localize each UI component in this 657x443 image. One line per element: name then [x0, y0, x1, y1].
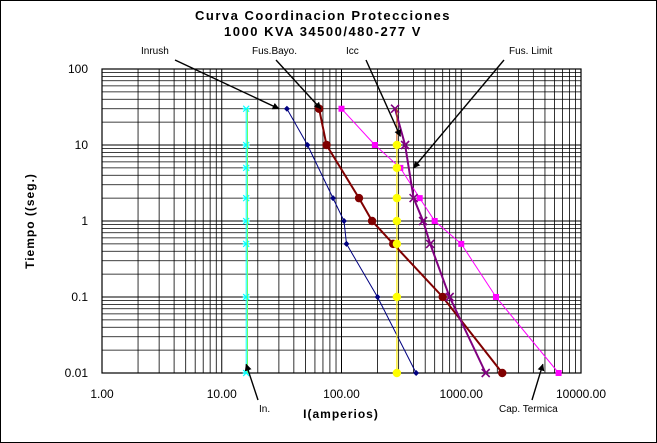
series-2 [338, 105, 562, 376]
data-point [242, 141, 250, 149]
annotation-label: Fus. Limit [509, 46, 553, 57]
series-3 [390, 104, 491, 378]
y-axis-ticks: 0.01 0.1 1 10 100 [65, 62, 89, 380]
x-tick-label: 1.00 [90, 387, 114, 401]
data-point [431, 218, 438, 224]
data-point [492, 294, 499, 300]
data-point [242, 240, 250, 248]
data-point [555, 370, 562, 376]
annotation-in: In. [244, 363, 270, 415]
data-point [413, 370, 420, 376]
data-point [322, 140, 331, 150]
data-point [392, 216, 402, 226]
annotation-arrow [174, 59, 280, 110]
annotation-label: In. [259, 404, 270, 415]
data-point [458, 240, 465, 247]
chart-subtitle: 1000 KVA 34500/480-277 V [224, 24, 422, 39]
x-tick-label: 10.00 [207, 387, 237, 401]
series-6 [242, 105, 250, 377]
data-point [330, 195, 337, 202]
data-point [242, 293, 250, 301]
data-point [425, 239, 435, 249]
data-point [400, 140, 410, 150]
data-point [409, 193, 419, 203]
annotation-fus-limit: Fus. Limit [413, 46, 553, 169]
annotation-arrow [365, 59, 401, 137]
series-0 [283, 105, 420, 376]
data-point [418, 216, 428, 226]
x-axis-ticks: 1.00 10.00 100.00 1000.00 10000.00 [90, 387, 606, 401]
annotation-label: Fus.Bayo. [252, 46, 297, 57]
data-point [242, 217, 250, 225]
data-point [498, 368, 507, 378]
annotation-cap-termica: Cap. Termica [499, 363, 558, 415]
y-tick-label: 0.01 [65, 366, 89, 380]
data-point [242, 105, 250, 113]
annotation-arrow [413, 59, 505, 169]
plot-border [101, 68, 582, 374]
annotation-arrow [244, 363, 259, 401]
data-point [392, 140, 402, 150]
x-tick-label: 1000.00 [440, 387, 484, 401]
annotation-label: Inrush [141, 46, 169, 57]
data-point [283, 105, 290, 112]
annotation-arrow [275, 59, 322, 110]
x-tick-label: 10000.00 [556, 387, 606, 401]
data-point [481, 368, 491, 378]
data-point [367, 216, 377, 226]
series-line [341, 108, 559, 374]
data-point [242, 164, 250, 172]
annotation-inrush: Inrush [141, 46, 280, 110]
y-tick-label: 100 [68, 62, 88, 76]
data-point [392, 368, 402, 378]
data-point [242, 194, 250, 202]
data-point [392, 292, 402, 302]
data-point [371, 142, 378, 148]
grid-lines [102, 69, 581, 373]
data-point [438, 292, 447, 302]
data-point [338, 105, 345, 112]
x-tick-label: 100.00 [323, 387, 360, 401]
annotation-arrow [531, 363, 545, 401]
data-point [392, 239, 402, 249]
chart-title: Curva Coordinacion Protecciones [195, 8, 451, 23]
data-point [314, 104, 324, 113]
y-tick-label: 0.1 [71, 290, 88, 304]
series-group [242, 104, 562, 378]
data-point [341, 218, 348, 224]
annotation-fus-bayo: Fus.Bayo. [252, 46, 322, 110]
data-point [445, 292, 455, 302]
annotation-icc: Icc [346, 46, 401, 137]
y-axis-label: Tiempo ((seg.) [23, 173, 37, 269]
x-axis-label: I(amperios) [303, 407, 379, 421]
annotations-group: Inrush Fus.Bayo. Icc Fus. Limit In. Cap. Term… [141, 46, 558, 415]
series-1 [314, 104, 507, 378]
y-tick-label: 10 [75, 138, 89, 152]
data-point [374, 294, 381, 300]
annotation-label: Cap. Termica [499, 404, 558, 415]
data-point [354, 193, 364, 203]
annotation-label: Icc [346, 46, 359, 57]
data-point [343, 240, 350, 247]
data-point [392, 163, 402, 173]
data-point [390, 104, 400, 114]
data-point [392, 193, 402, 203]
y-tick-label: 1 [81, 214, 88, 228]
data-point [416, 195, 423, 202]
data-point [304, 142, 311, 148]
series-5 [392, 140, 402, 378]
